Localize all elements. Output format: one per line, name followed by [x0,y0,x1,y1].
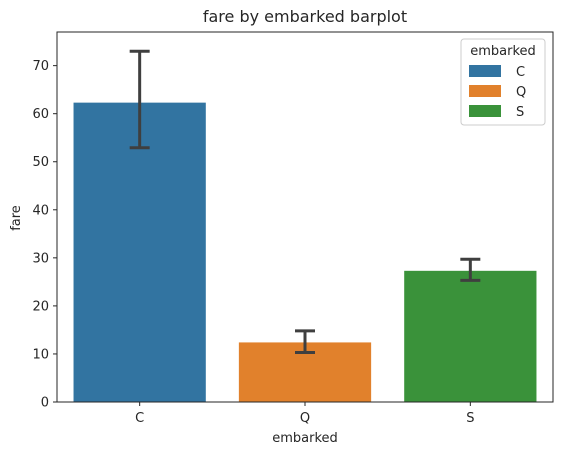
bar-S [404,270,537,402]
legend-label-C: C [516,65,525,80]
y-tick-label-20: 20 [32,299,49,314]
bar-C [73,102,206,403]
legend-label-Q: Q [516,85,526,100]
chart-title: fare by embarked barplot [203,7,407,26]
legend: embarked CQS [460,38,546,126]
y-tick-label-30: 30 [32,251,49,266]
y-tick-label-60: 60 [32,107,49,122]
legend-box [460,38,546,126]
legend-swatch-S [469,105,501,117]
plot-frame [56,31,554,403]
legend-title: embarked [470,44,536,59]
y-tick-label-70: 70 [32,59,49,74]
y-tick-label-10: 10 [32,347,49,362]
y-tick-label-50: 50 [32,155,49,170]
x-tick-label-S: S [466,411,474,426]
plot-area [73,49,537,403]
y-tick-label-40: 40 [32,203,49,218]
x-tick-label-C: C [135,411,144,426]
x-axis-label: embarked [272,431,338,446]
y-tick-label-0: 0 [41,396,49,411]
legend-swatch-Q [469,85,501,97]
y-axis-label: fare [9,205,24,231]
legend-label-S: S [516,105,524,120]
legend-swatch-C [469,65,501,77]
x-tick-label-Q: Q [300,411,310,426]
